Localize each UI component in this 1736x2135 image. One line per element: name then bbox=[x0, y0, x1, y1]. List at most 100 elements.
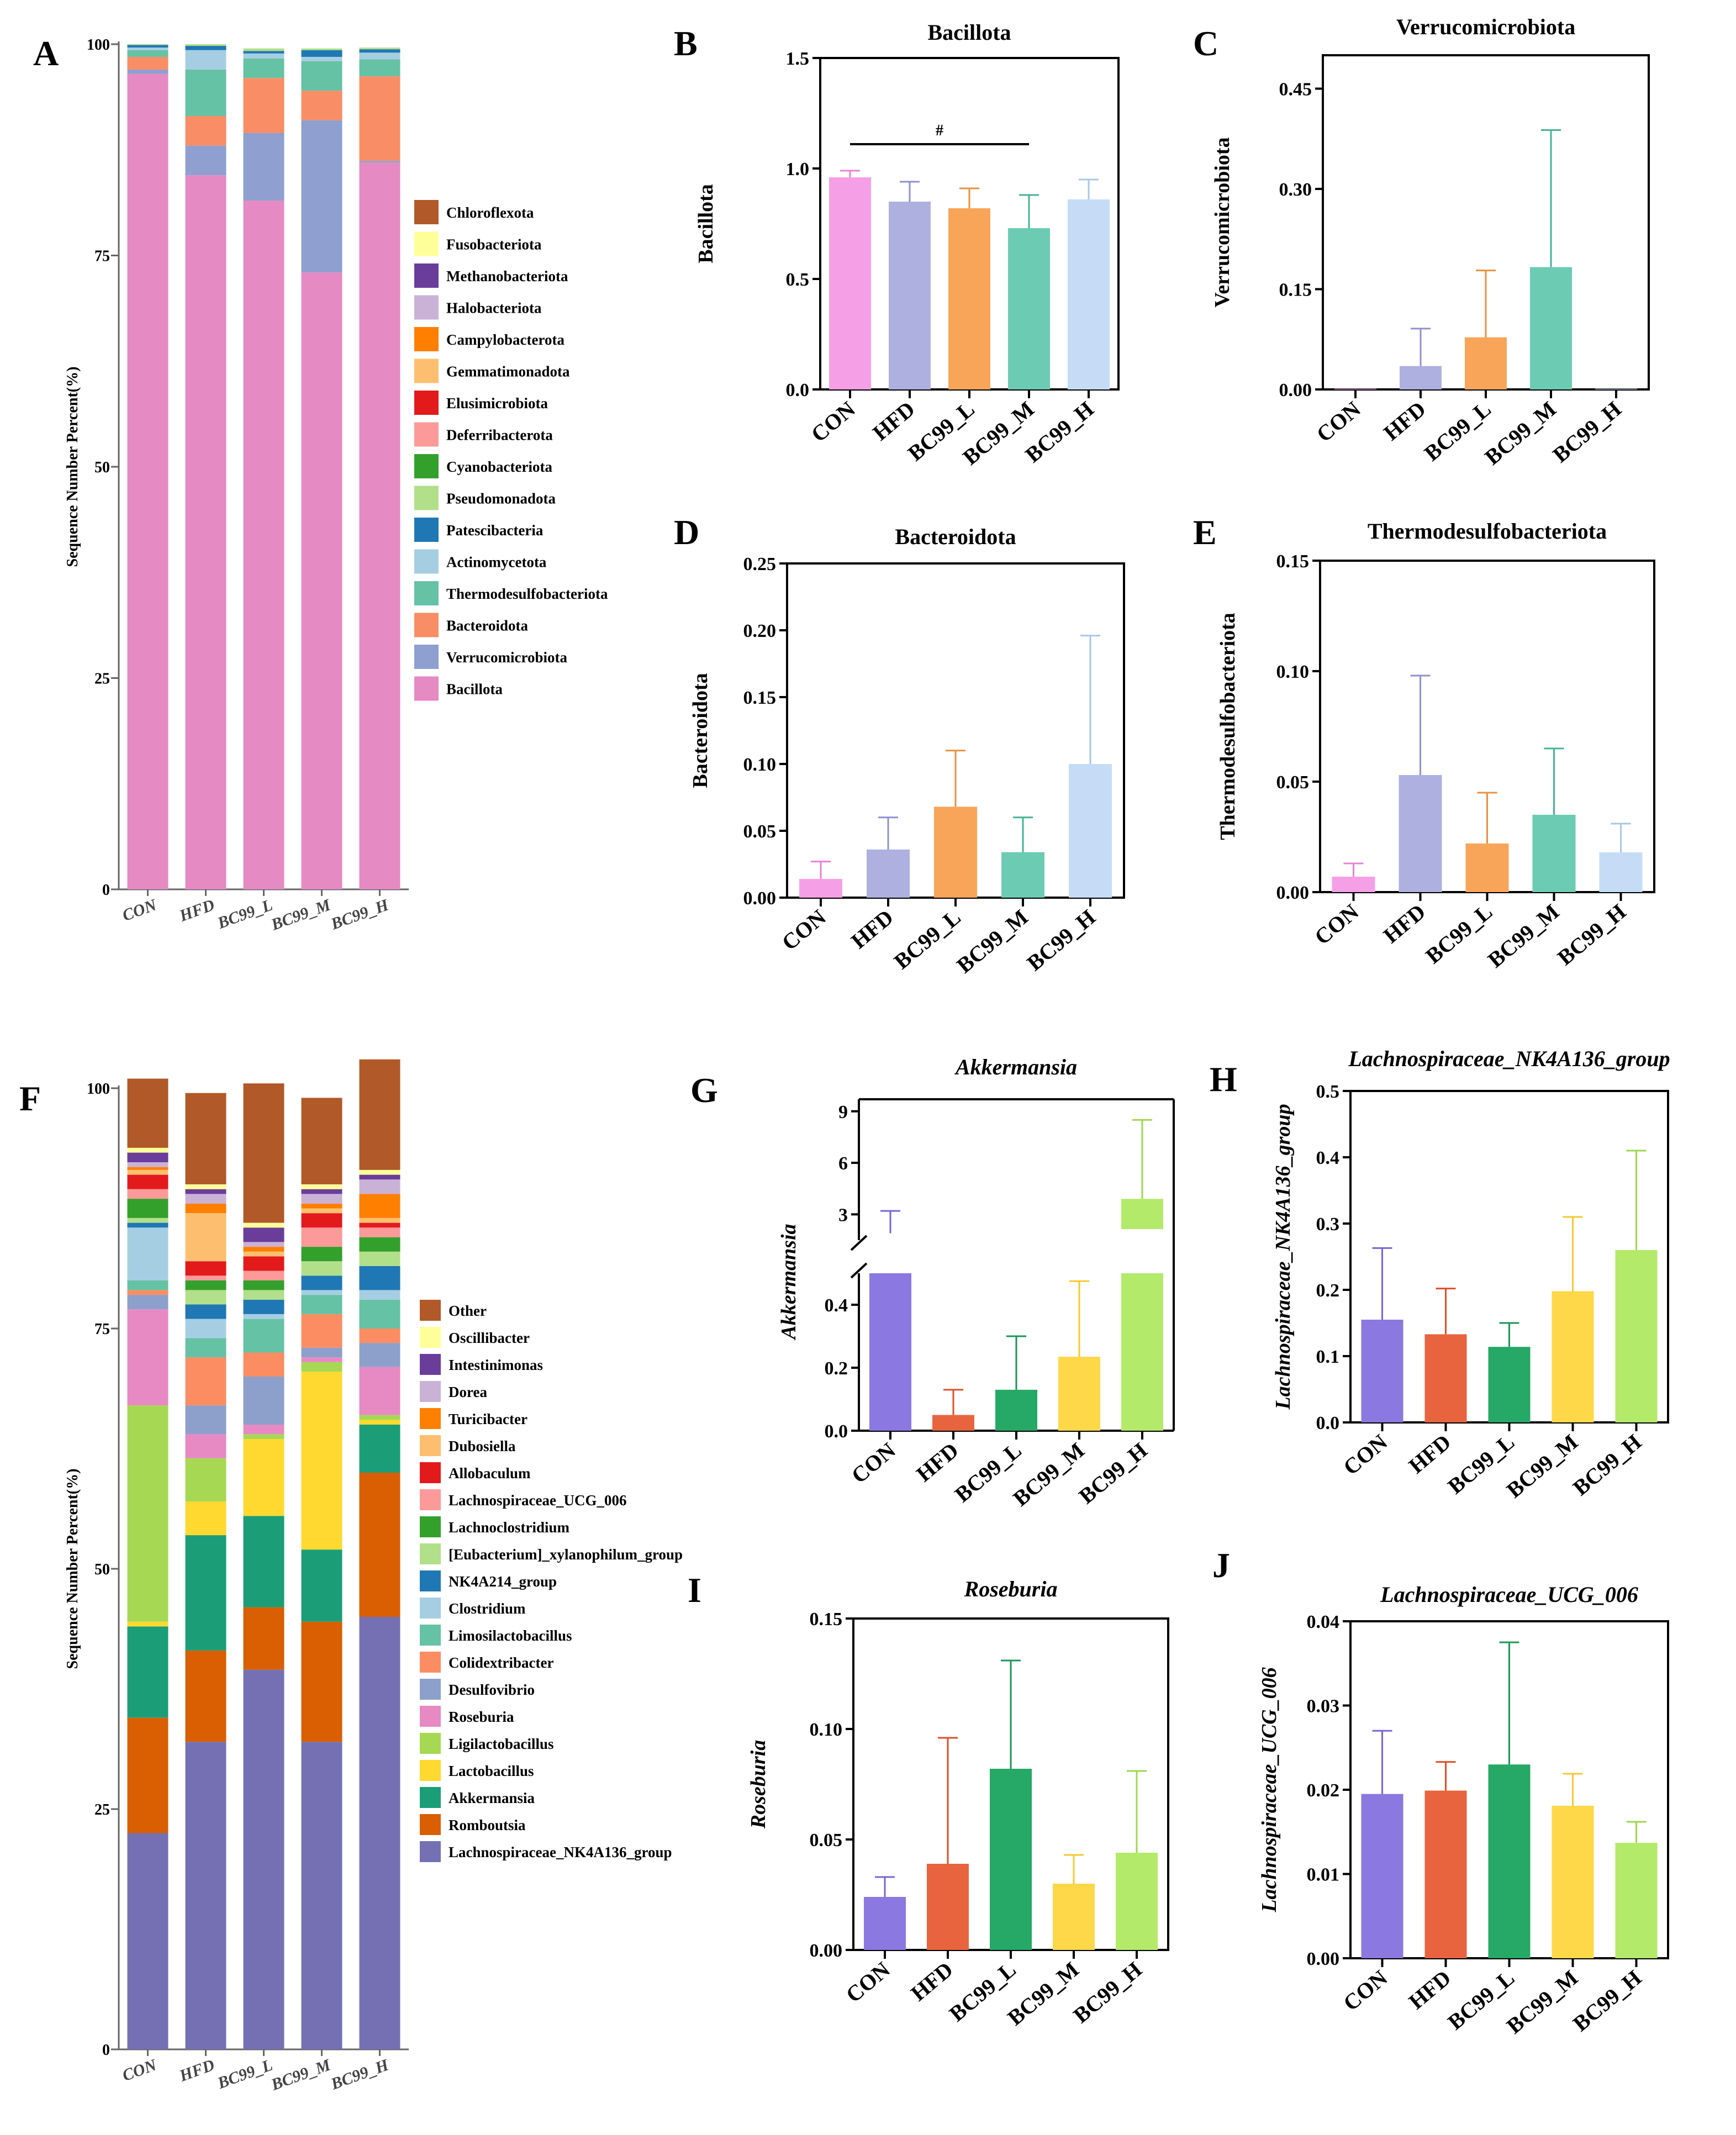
bar bbox=[1053, 1884, 1095, 1950]
stack-segment bbox=[243, 133, 284, 201]
stack-segment bbox=[301, 1247, 342, 1262]
y-tick-label: 25 bbox=[94, 671, 110, 688]
y-tick-label: 0.10 bbox=[1276, 662, 1310, 682]
legend-label: Campylobacterota bbox=[446, 331, 564, 348]
y-axis-title: Verrucomicrobiota bbox=[1211, 137, 1234, 307]
stack-segment bbox=[185, 44, 226, 46]
legend-swatch bbox=[420, 1679, 441, 1700]
stack-segment bbox=[359, 1251, 400, 1266]
stack-segment bbox=[185, 1742, 226, 2049]
stack-segment bbox=[127, 1152, 168, 1162]
y-tick-label: 0.00 bbox=[1279, 380, 1312, 400]
legend-label: Colidextribacter bbox=[448, 1654, 553, 1671]
legend-swatch bbox=[414, 295, 439, 320]
panel-j: J Lachnospiraceae_UCG_006 0.00 0.01 0.02 0.03… bbox=[1212, 1546, 1669, 2038]
stack-segment bbox=[301, 1347, 342, 1358]
legend-swatch bbox=[414, 676, 439, 701]
stack-segment bbox=[185, 1458, 226, 1502]
stack-segment bbox=[127, 1621, 168, 1627]
bar bbox=[1530, 267, 1572, 389]
stack-segment bbox=[301, 1098, 342, 1184]
x-tick-label: BC99_M bbox=[1008, 1437, 1089, 1511]
y-tick-label: 0.15 bbox=[810, 1609, 843, 1630]
legend-swatch bbox=[414, 549, 439, 574]
legend-swatch bbox=[420, 1706, 441, 1727]
stack-segment bbox=[359, 1237, 400, 1252]
stack-segment bbox=[185, 175, 226, 889]
stack-segment bbox=[301, 1549, 342, 1622]
bar bbox=[1615, 1250, 1658, 1422]
y-tick-label: 0.4 bbox=[825, 1295, 848, 1316]
stack-segment bbox=[301, 1213, 342, 1228]
stack-segment bbox=[127, 1405, 168, 1622]
stack-segment bbox=[185, 1405, 226, 1435]
y-axis-title: Lachnospiraceae_NK4A136_group bbox=[1271, 1104, 1295, 1410]
bar bbox=[1532, 815, 1576, 892]
x-tick-label: CON bbox=[847, 1437, 900, 1488]
bar bbox=[889, 202, 931, 389]
x-tick-label: BC99_L bbox=[1421, 899, 1497, 968]
x-tick-label: CON bbox=[806, 396, 860, 447]
legend: Chloroflexota Fusobacteriota Methanobacter… bbox=[414, 200, 608, 701]
panel-letter: J bbox=[1212, 1546, 1230, 1585]
axis-break-mark bbox=[850, 1235, 868, 1251]
stack-segment bbox=[301, 1295, 342, 1314]
y-tick-label: 0.5 bbox=[1316, 1082, 1340, 1102]
legend-label: Patescibacteria bbox=[446, 522, 544, 539]
x-tick-label: BC99_M bbox=[1002, 1957, 1083, 2030]
x-tick-label: BC99_H bbox=[328, 2055, 392, 2094]
y-tick-label: 75 bbox=[94, 1321, 110, 1338]
x-tick-label: BC99_H bbox=[1074, 1437, 1152, 1509]
y-tick-label: 0.0 bbox=[825, 1421, 848, 1442]
stack-segment bbox=[127, 1717, 168, 1833]
legend-label: [Eubacterium]_xylanophilum_group bbox=[448, 1546, 683, 1563]
stack-segment bbox=[185, 46, 226, 50]
x-tick-label: BC99_H bbox=[1548, 396, 1626, 467]
legend-swatch bbox=[420, 1841, 441, 1862]
bar bbox=[1465, 844, 1509, 892]
stack-segment bbox=[359, 1329, 400, 1343]
stack-segment bbox=[185, 1357, 226, 1406]
stack-segment bbox=[127, 48, 168, 50]
legend-label: Elusimicrobiota bbox=[446, 395, 548, 412]
y-tick-label: 0.2 bbox=[1316, 1280, 1340, 1301]
stack-segment bbox=[185, 1319, 226, 1338]
x-tick-label: BC99_M bbox=[1502, 1429, 1582, 1503]
legend-swatch bbox=[420, 1733, 441, 1754]
legend-label: Other bbox=[448, 1303, 487, 1319]
stack-segment bbox=[243, 1319, 284, 1353]
stack-segment bbox=[243, 1227, 284, 1242]
y-tick-label: 0.01 bbox=[1307, 1865, 1340, 1885]
y-tick-label: 0.45 bbox=[1279, 80, 1312, 100]
legend-swatch bbox=[420, 1787, 441, 1808]
y-tick-label: 0.30 bbox=[1279, 180, 1312, 200]
x-tick-label: HFD bbox=[868, 396, 920, 445]
y-tick-label: 0.0 bbox=[1316, 1413, 1340, 1433]
stack-segment bbox=[301, 1203, 342, 1209]
stack-segment bbox=[301, 1194, 342, 1204]
stack-segment bbox=[243, 48, 284, 51]
legend-label: Roseburia bbox=[448, 1709, 514, 1725]
stack-segment bbox=[185, 1434, 226, 1458]
stack-segment bbox=[301, 1189, 342, 1194]
x-tick-label: BC99_H bbox=[1020, 396, 1098, 467]
x-tick-label: HFD bbox=[1404, 1429, 1456, 1478]
stack-segment bbox=[359, 1425, 400, 1473]
legend-swatch bbox=[420, 1435, 441, 1456]
stack-segment bbox=[359, 1222, 400, 1228]
stack-segment bbox=[185, 1290, 226, 1305]
stack-segment bbox=[243, 1222, 284, 1228]
y-tick-label: 100 bbox=[87, 1080, 110, 1098]
y-tick-label: 0.15 bbox=[1276, 551, 1310, 572]
y-tick-label: 0.20 bbox=[743, 621, 777, 641]
legend-label: NK4A214_group bbox=[448, 1573, 557, 1590]
y-tick-label: 0.10 bbox=[743, 755, 777, 775]
stack-segment bbox=[127, 56, 168, 70]
x-tick-label: CON bbox=[120, 2055, 160, 2085]
legend-label: Gemmatimonadota bbox=[446, 363, 570, 380]
x-tick-label: BC99_M bbox=[268, 895, 334, 934]
legend-label: Dorea bbox=[448, 1384, 487, 1400]
stack-segment bbox=[301, 61, 342, 91]
x-tick-label: CON bbox=[841, 1957, 895, 2007]
legend-swatch bbox=[420, 1354, 441, 1375]
